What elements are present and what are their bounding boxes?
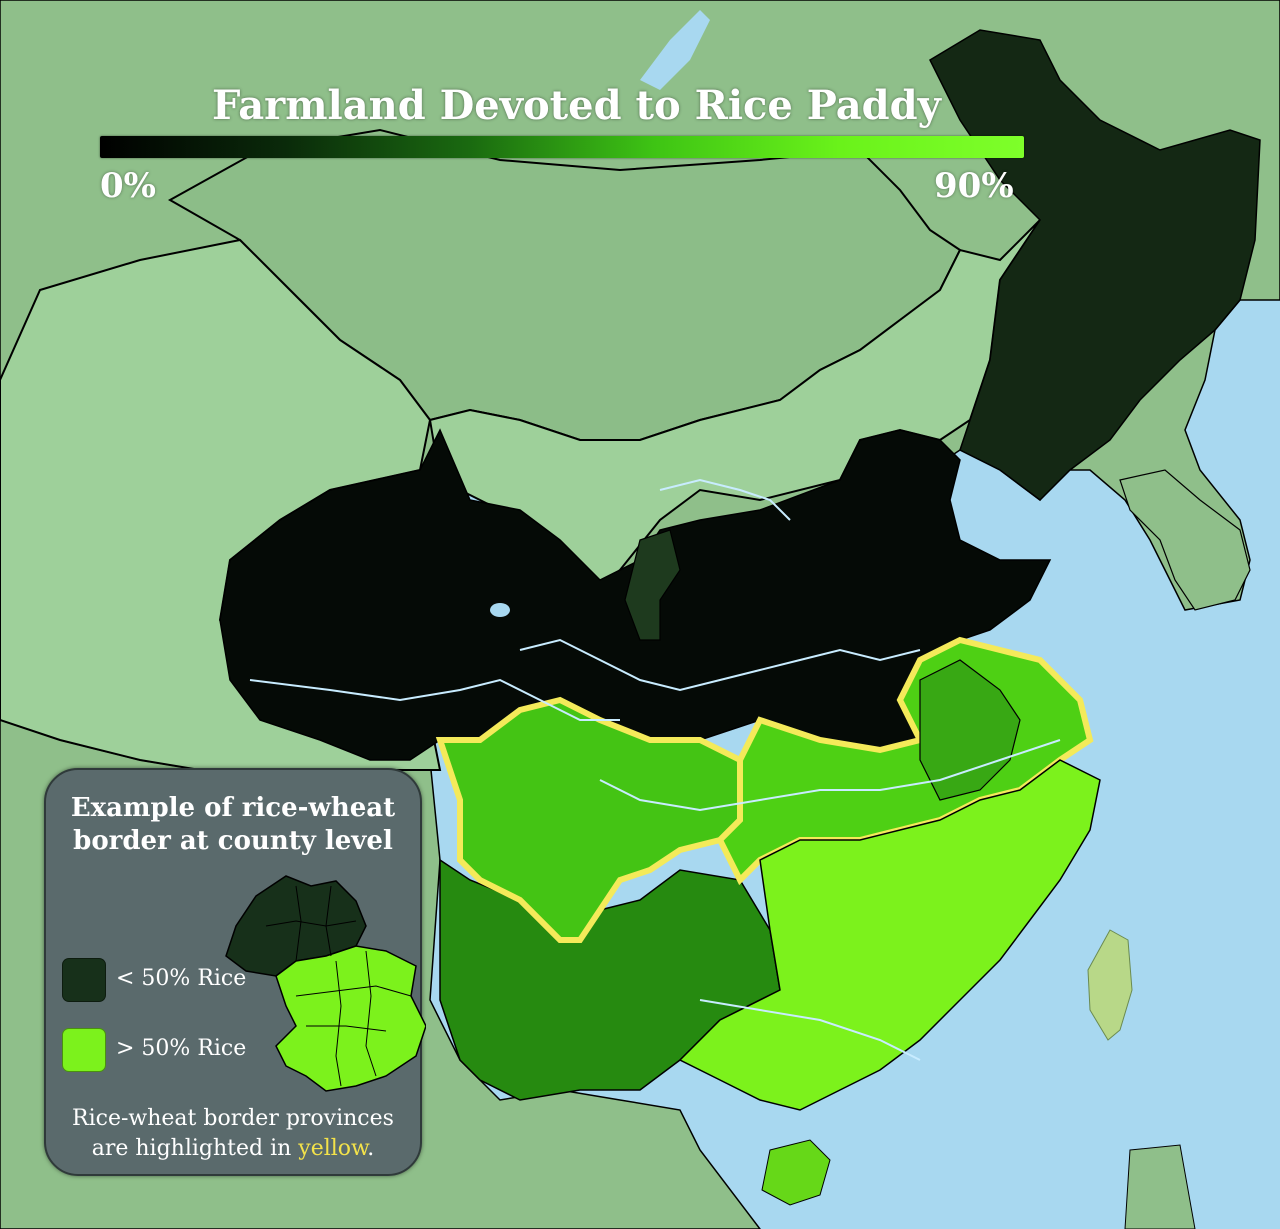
sichuan-chongqing bbox=[435, 696, 743, 943]
lake-baikal bbox=[640, 10, 710, 90]
legend-note: Rice-wheat border provinces are highligh… bbox=[46, 1104, 420, 1164]
southeast-provinces bbox=[678, 759, 1101, 1111]
rivers bbox=[249, 478, 1061, 1061]
county-borders bbox=[265, 885, 412, 1087]
legend-label-low-rice: < 50% Rice bbox=[116, 966, 247, 991]
legend-note-line2: are highlighted in yellow. bbox=[46, 1134, 420, 1164]
pearl-river bbox=[699, 999, 921, 1061]
legend-note-highlight: yellow bbox=[298, 1136, 368, 1161]
county-level-example-map bbox=[225, 875, 426, 1092]
legend-title-line2: border at county level bbox=[73, 826, 393, 856]
county-border bbox=[265, 920, 357, 927]
legend-swatch-high-rice bbox=[62, 1028, 106, 1072]
korea bbox=[1119, 469, 1251, 611]
legend-panel: Example of rice-wheat border at county l… bbox=[44, 768, 426, 1176]
anhui-jiangsu bbox=[919, 659, 1021, 801]
county-border bbox=[335, 960, 342, 1087]
ningxia bbox=[624, 529, 681, 641]
river-north bbox=[659, 478, 791, 521]
county-border bbox=[295, 985, 412, 997]
legend-title: Example of rice-wheat border at county l… bbox=[46, 792, 420, 858]
river-upper bbox=[249, 678, 620, 721]
taiwan bbox=[1087, 929, 1133, 1041]
legend-note-suffix: . bbox=[367, 1136, 375, 1161]
legend-title-line1: Example of rice-wheat bbox=[70, 793, 396, 823]
scale-max-label: 90% bbox=[934, 166, 1014, 206]
scale-min-label: 0% bbox=[100, 166, 156, 206]
county-border bbox=[295, 885, 302, 962]
hainan bbox=[761, 1139, 831, 1206]
yellow-river bbox=[519, 638, 921, 692]
county-border bbox=[306, 1025, 387, 1032]
legend-label-high-rice: > 50% Rice bbox=[116, 1036, 247, 1061]
legend-note-line1: Rice-wheat border provinces bbox=[72, 1106, 394, 1131]
yangtze-river bbox=[599, 739, 1061, 812]
legend-swatch-low-rice bbox=[62, 958, 106, 1002]
county-border bbox=[365, 950, 377, 1077]
qinghai-lake bbox=[490, 603, 510, 617]
county-region-rice bbox=[275, 945, 426, 1092]
map-title: Farmland Devoted to Rice Paddy bbox=[212, 82, 941, 129]
vietnam-coast bbox=[1124, 1144, 1196, 1229]
color-scale-bar bbox=[100, 136, 1024, 158]
county-border bbox=[325, 885, 332, 957]
legend-note-prefix: are highlighted in bbox=[91, 1136, 299, 1161]
